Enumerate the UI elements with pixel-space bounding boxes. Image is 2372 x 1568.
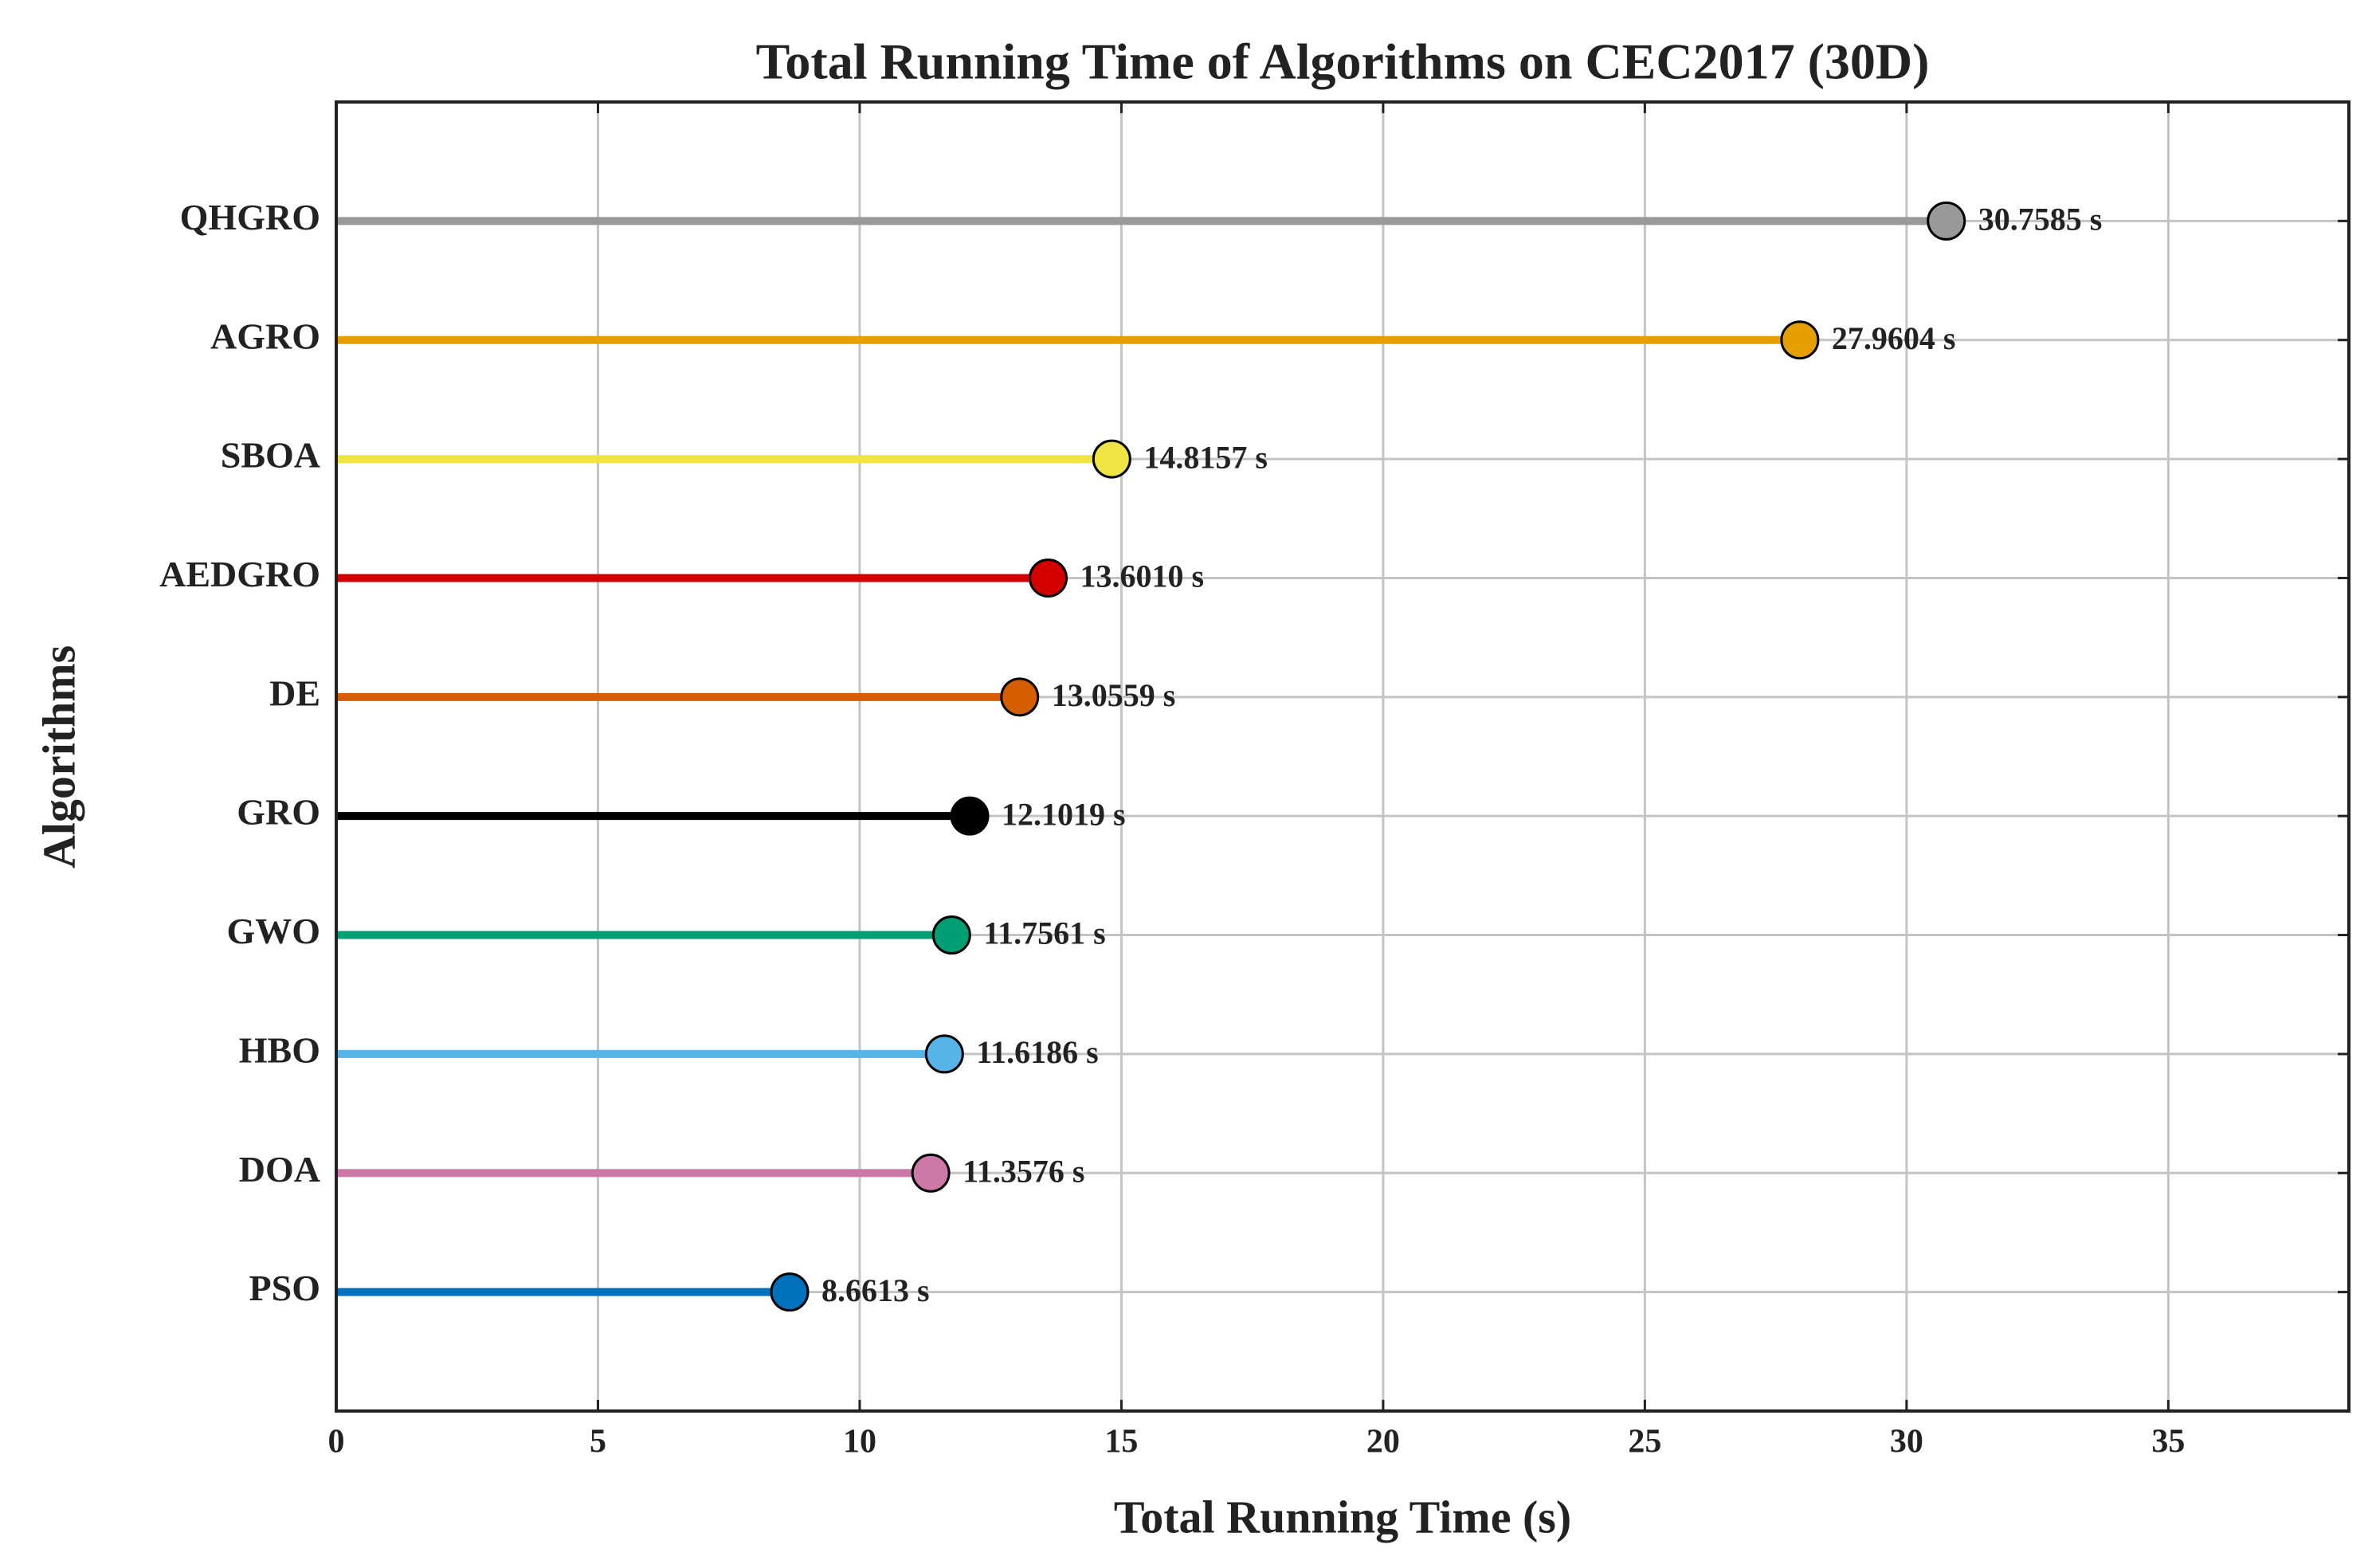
marker xyxy=(950,796,990,836)
marker xyxy=(1092,439,1131,479)
x-tick-label: 30 xyxy=(1890,1424,1923,1460)
y-tick-label: AGRO xyxy=(210,316,320,356)
value-label: 27.9604 s xyxy=(1832,320,1956,356)
plot-frame xyxy=(335,100,2350,1413)
marker xyxy=(1780,320,1820,360)
value-label: 11.6186 s xyxy=(976,1034,1098,1070)
value-label: 14.8157 s xyxy=(1143,439,1268,475)
x-tick-label: 35 xyxy=(2151,1424,2185,1460)
x-tick-label: 15 xyxy=(1104,1424,1138,1460)
chart-title: Total Running Time of Algorithms on CEC2… xyxy=(756,33,1930,90)
marker xyxy=(1029,558,1068,598)
marker xyxy=(770,1272,810,1312)
value-label: 8.6613 s xyxy=(821,1272,930,1308)
y-tick-label: GWO xyxy=(226,911,320,951)
value-label: 11.3576 s xyxy=(963,1153,1084,1189)
y-tick-label: DOA xyxy=(239,1149,320,1190)
value-label: 12.1019 s xyxy=(1002,796,1126,832)
y-tick-label: AEDGRO xyxy=(159,554,320,594)
marker xyxy=(931,915,971,955)
x-tick-label: 5 xyxy=(590,1424,606,1460)
y-tick-label: QHGRO xyxy=(180,197,320,237)
marker xyxy=(911,1153,951,1193)
marker xyxy=(1927,201,1966,241)
x-tick-label: 20 xyxy=(1366,1424,1400,1460)
value-label: 13.6010 s xyxy=(1080,559,1205,594)
y-tick-label: PSO xyxy=(249,1268,320,1308)
value-label: 13.0559 s xyxy=(1052,677,1176,713)
y-axis-label: Algorithms xyxy=(33,645,84,868)
y-tick-label: GRO xyxy=(237,792,320,833)
value-label: 11.7561 s xyxy=(983,915,1105,951)
x-tick-label: 25 xyxy=(1628,1424,1661,1460)
y-tick-label: DE xyxy=(269,672,320,713)
x-tick-label: 10 xyxy=(843,1424,876,1460)
marker xyxy=(924,1034,964,1074)
value-label: 30.7585 s xyxy=(1978,202,2103,237)
y-tick-label: HBO xyxy=(239,1029,320,1070)
marker xyxy=(1000,677,1040,717)
x-tick-label: 0 xyxy=(328,1424,345,1460)
y-tick-label: SBOA xyxy=(221,435,320,476)
x-axis-label: Total Running Time (s) xyxy=(1114,1491,1571,1543)
